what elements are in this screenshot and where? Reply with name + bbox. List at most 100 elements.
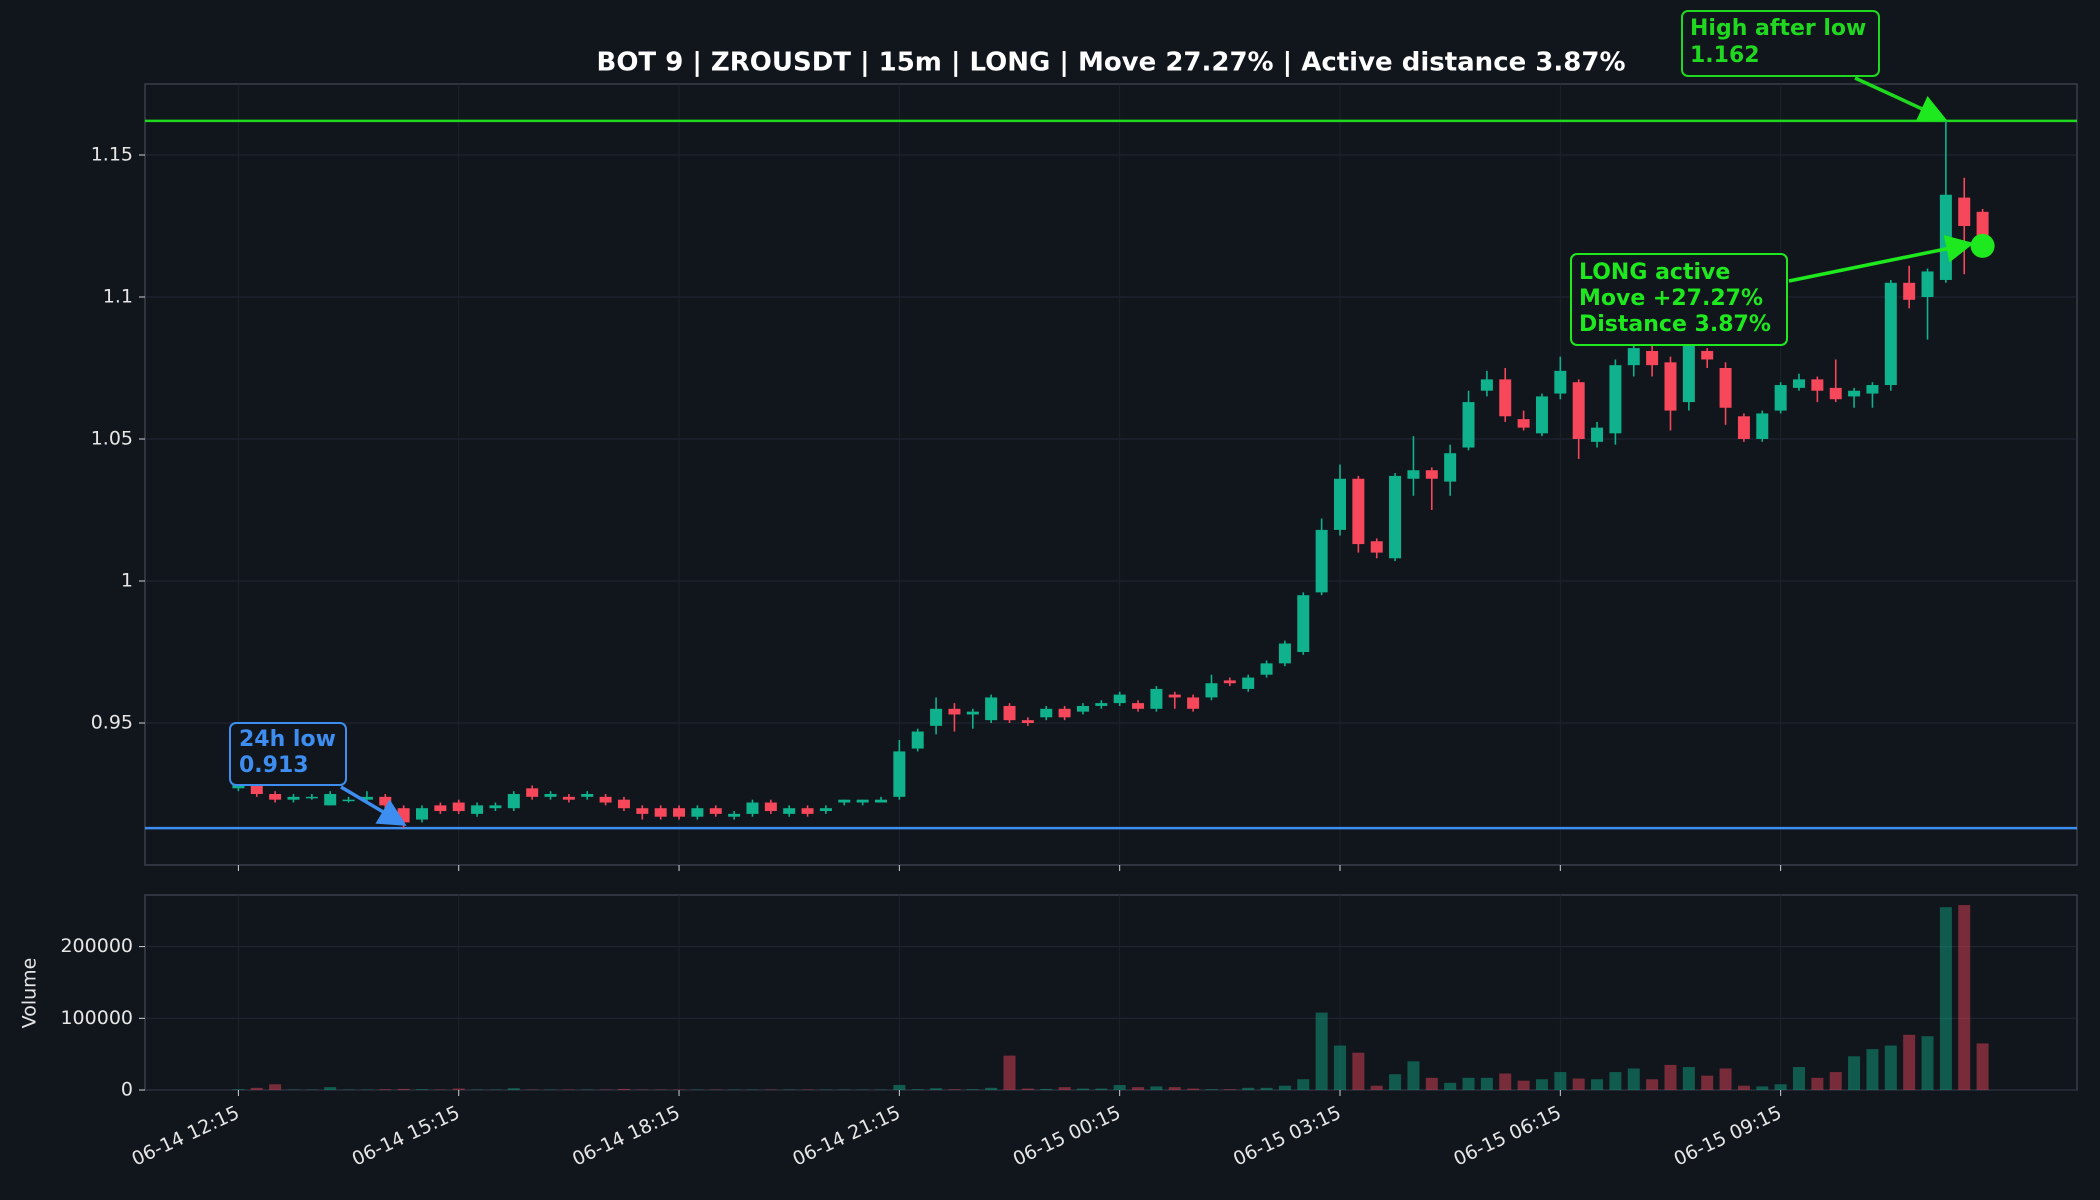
candle-body xyxy=(379,796,392,806)
volume-bar xyxy=(1425,1077,1438,1090)
candle-body xyxy=(1609,365,1622,434)
candle-body xyxy=(893,751,906,797)
candle-body xyxy=(764,802,777,812)
volume-bar xyxy=(617,1088,630,1090)
candle-body xyxy=(875,799,887,803)
volume-bar xyxy=(1334,1045,1346,1090)
volume-bar xyxy=(1958,905,1971,1090)
arrow xyxy=(1788,235,1975,283)
candle-body xyxy=(1627,348,1640,366)
candle-body xyxy=(416,808,428,820)
candle-body xyxy=(911,731,924,749)
candle-body xyxy=(636,808,649,814)
candle-body xyxy=(948,708,961,715)
volume-bar xyxy=(1021,1088,1034,1090)
volume-bar xyxy=(1315,1012,1328,1090)
candle-body xyxy=(1664,362,1677,411)
annotation-value: 0.913 xyxy=(239,753,309,778)
candle-body xyxy=(599,796,612,803)
candle-body xyxy=(1866,385,1879,394)
volume-bar xyxy=(930,1088,943,1090)
candle-body xyxy=(1829,387,1842,400)
volume-bar xyxy=(1260,1087,1273,1090)
volume-bar xyxy=(893,1084,906,1090)
candle-body xyxy=(1278,643,1291,664)
volume-bar xyxy=(1132,1087,1145,1090)
candle-body xyxy=(324,794,337,806)
volume-bar xyxy=(1095,1088,1108,1090)
candle-body xyxy=(1939,194,1952,280)
volume-bar xyxy=(1719,1068,1732,1090)
candle-body xyxy=(1462,402,1475,448)
volume-bar xyxy=(1499,1073,1512,1090)
volume-bar xyxy=(232,1089,245,1090)
volume-bar xyxy=(1939,907,1952,1090)
candle-body xyxy=(709,808,722,814)
volume-bar xyxy=(1793,1067,1805,1090)
volume-bar xyxy=(1444,1082,1457,1090)
candle-body xyxy=(1132,703,1145,709)
volume-bar xyxy=(1535,1079,1548,1090)
volume-bar xyxy=(1407,1061,1420,1090)
candle-body xyxy=(819,808,832,812)
candle-body xyxy=(1811,379,1824,391)
volume-bar xyxy=(911,1089,924,1090)
volume-bar xyxy=(324,1087,337,1090)
current-price-dot xyxy=(1970,233,1995,258)
volume-bar xyxy=(1150,1086,1163,1090)
candle-body xyxy=(1150,688,1163,709)
volume-bar xyxy=(1976,1043,1989,1090)
candle-body xyxy=(452,802,465,812)
volume-bar xyxy=(1168,1087,1181,1090)
candle-body xyxy=(342,799,355,802)
candle-body xyxy=(1076,705,1089,712)
candle-body xyxy=(856,799,869,803)
y-tick-label: 1.1 xyxy=(103,286,133,308)
y-tick-label: 200000 xyxy=(60,935,133,957)
candle-body xyxy=(1407,470,1420,479)
candle-body xyxy=(985,697,998,721)
volume-bar xyxy=(507,1088,520,1090)
volume-bar xyxy=(1682,1067,1695,1090)
annotation-box xyxy=(1681,10,1880,77)
volume-bar xyxy=(1774,1084,1787,1090)
candle-body xyxy=(728,813,741,817)
arrow xyxy=(1854,76,1948,122)
volume-bar xyxy=(1352,1052,1365,1090)
volume-bar xyxy=(1646,1079,1659,1090)
volume-bar xyxy=(1701,1075,1714,1090)
volume-bar xyxy=(1921,1036,1934,1090)
candle-body xyxy=(1646,350,1659,366)
volume-bar xyxy=(452,1088,465,1090)
candle-body xyxy=(1370,541,1383,553)
volume-bar xyxy=(416,1089,428,1090)
volume-bar xyxy=(1554,1072,1567,1090)
volume-bar xyxy=(1756,1086,1769,1090)
candle-body xyxy=(489,805,502,809)
volume-bar xyxy=(1884,1045,1897,1090)
candle-body xyxy=(1297,595,1310,652)
volume-bar xyxy=(1242,1087,1255,1090)
chart-title: BOT 9 | ZROUSDT | 15m | LONG | Move 27.2… xyxy=(597,48,1626,78)
volume-bar xyxy=(966,1089,979,1090)
candle-body xyxy=(838,799,851,803)
candle-body xyxy=(1095,703,1108,706)
candle-body xyxy=(1040,708,1053,718)
candle-body xyxy=(434,805,447,812)
candle-body xyxy=(305,796,318,799)
volume-bar xyxy=(1866,1049,1879,1090)
y-axis-label: Volume xyxy=(19,958,41,1029)
volume-bar xyxy=(1737,1085,1750,1090)
candle-body xyxy=(1554,370,1567,394)
volume-bar xyxy=(1058,1087,1071,1090)
candle-body xyxy=(360,796,373,800)
volume-bar xyxy=(379,1089,392,1090)
candle-body xyxy=(1334,478,1346,530)
candle-body xyxy=(1701,350,1714,360)
candle-body xyxy=(1517,419,1530,428)
volume-bar xyxy=(1664,1064,1677,1090)
candle-body xyxy=(471,805,484,814)
candle-body xyxy=(1682,333,1695,403)
volume-bar xyxy=(1040,1088,1053,1090)
